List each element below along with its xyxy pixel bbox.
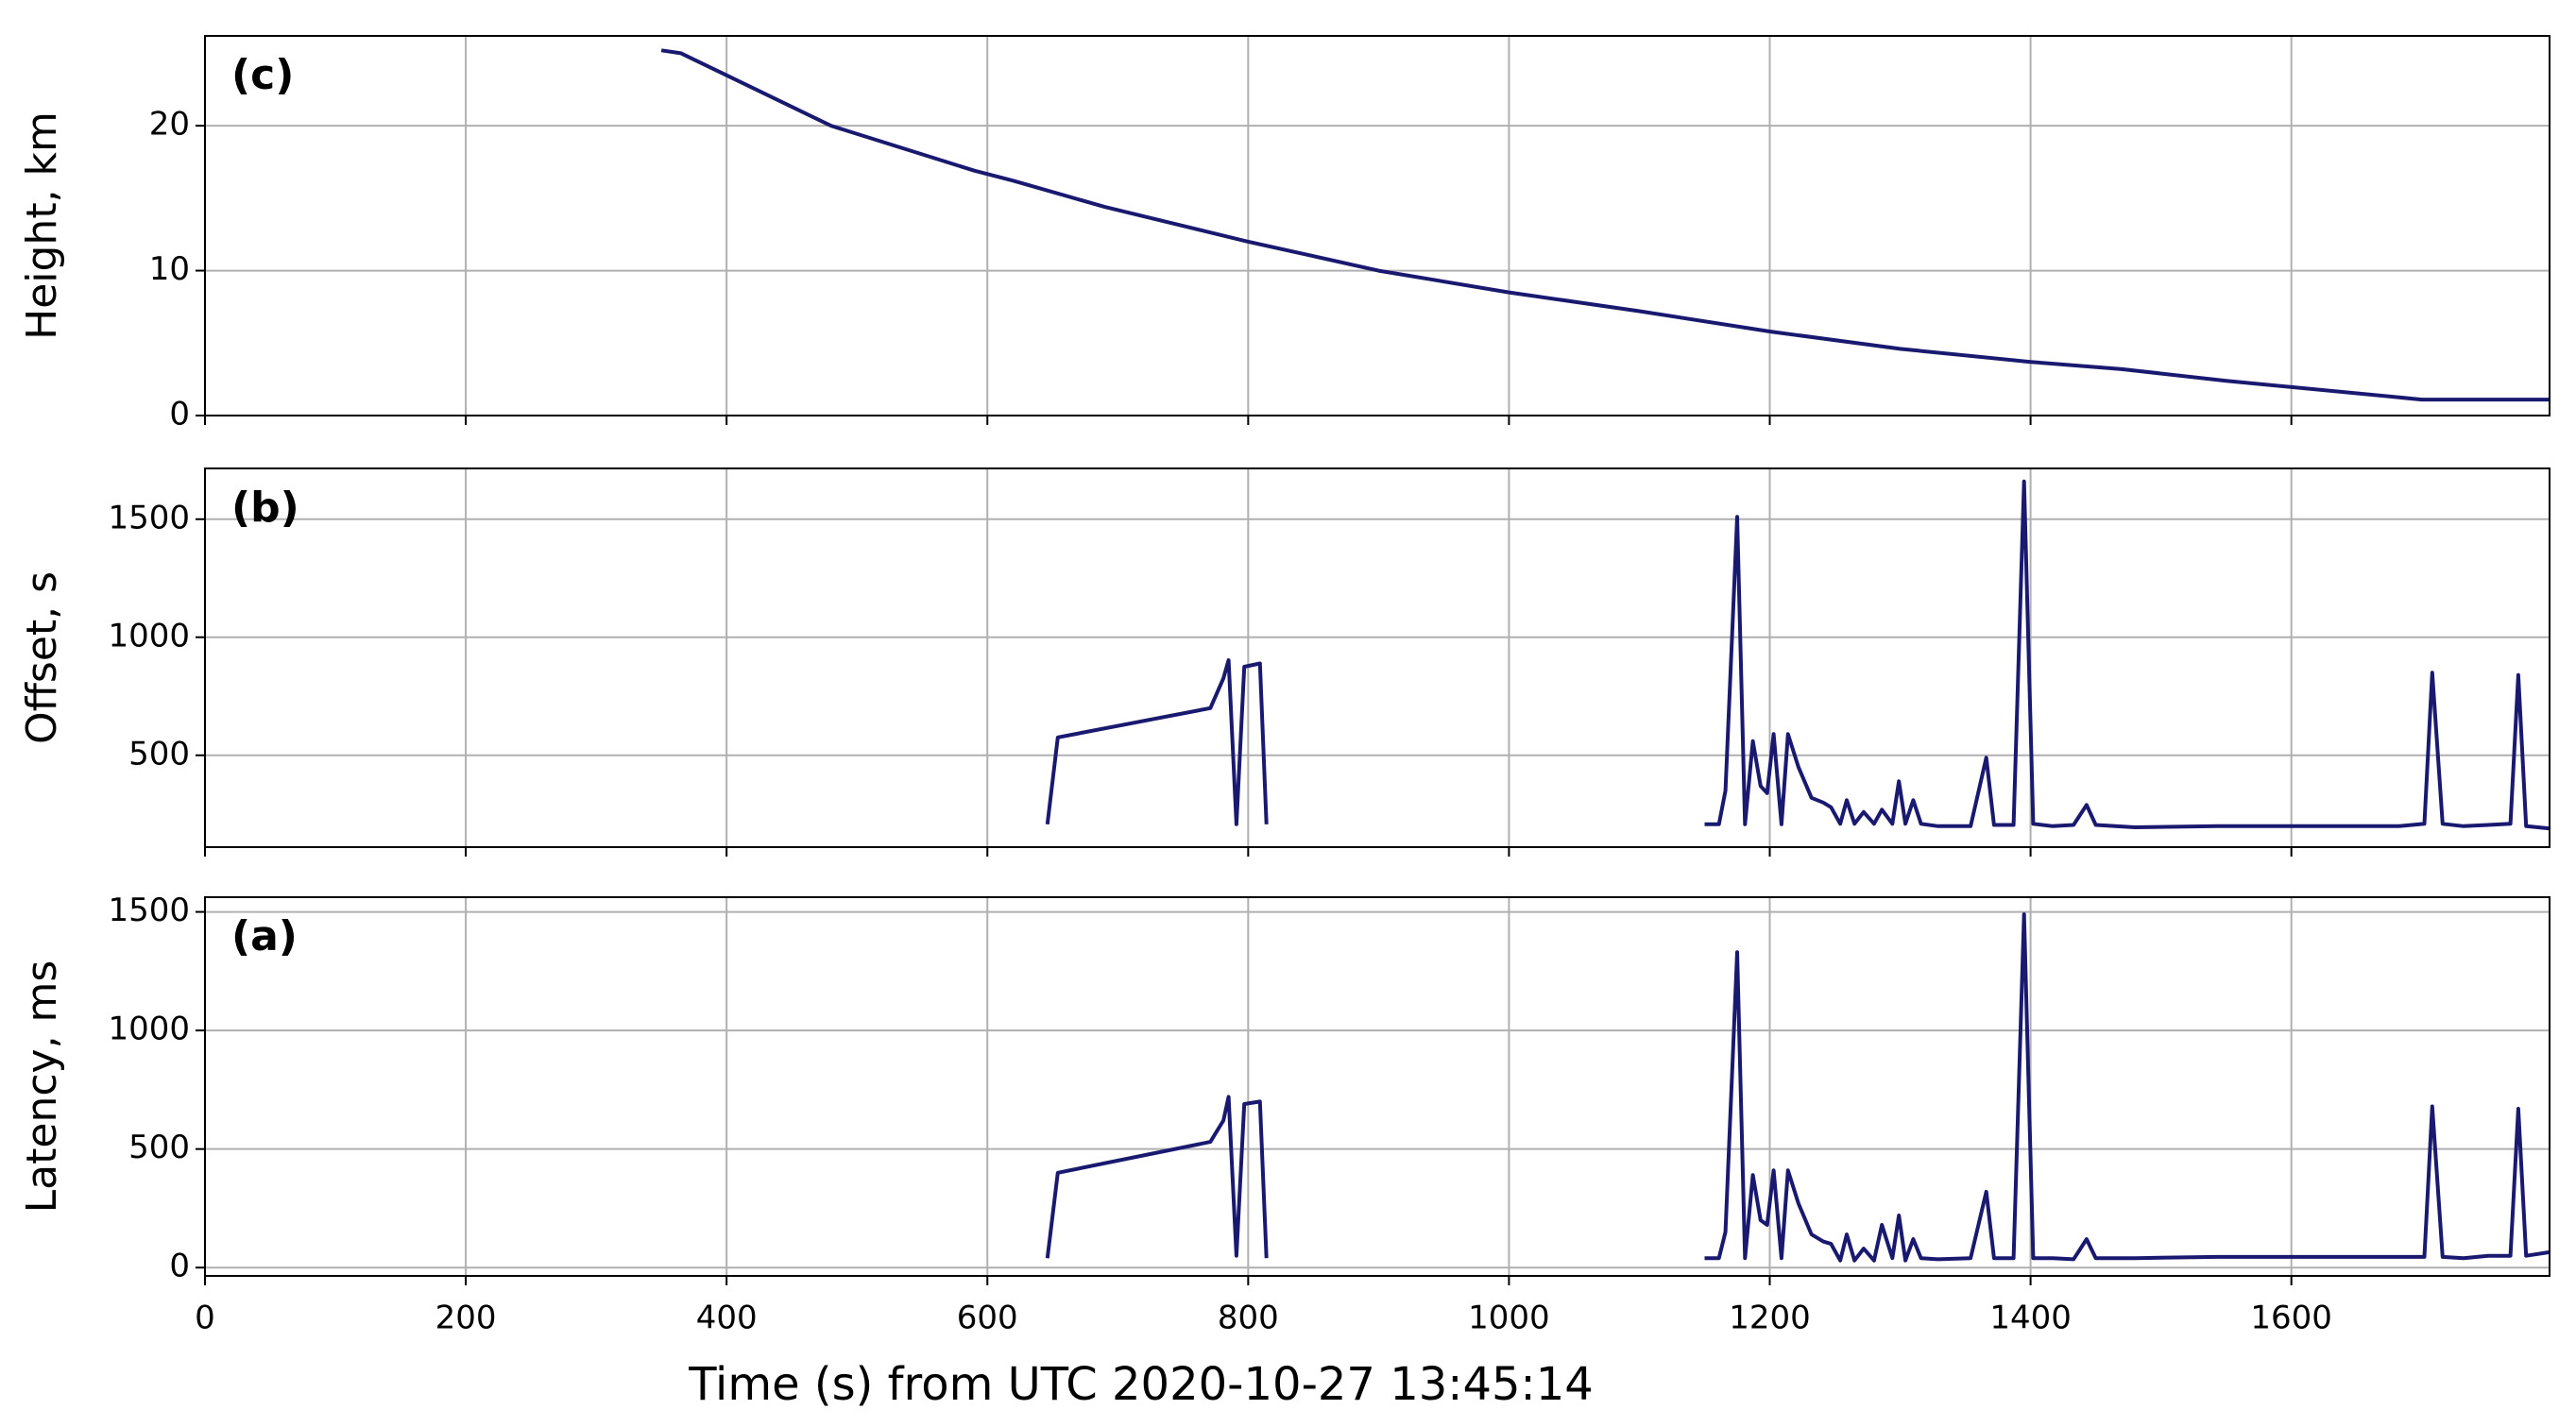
panel: 0 10 20 (c) Height, km [18, 35, 2550, 433]
panel-label: (b) [231, 484, 299, 532]
y-tick-label: 1000 [108, 617, 190, 654]
panel: 500 1000 1500 (b) Offset, s [18, 467, 2550, 857]
y-tick-label: 0 [169, 1248, 190, 1285]
y-tick-label: 1500 [108, 892, 190, 929]
x-axis-label: Time (s) from UTC 2020-10-27 13:45:14 [688, 1358, 1594, 1411]
y-axis-label: Offset, s [18, 571, 66, 744]
data-line [1045, 912, 2550, 1263]
plot-frame [204, 896, 2550, 1277]
panel-label: (a) [231, 912, 298, 960]
y-tick-label: 1500 [108, 499, 190, 536]
y-tick-label: 1000 [108, 1011, 190, 1048]
data-line [1045, 479, 2550, 831]
y-tick-label: 20 [149, 106, 190, 144]
y-axis-label: Latency, ms [18, 960, 66, 1214]
x-tick-label: 200 [435, 1300, 497, 1337]
panel: 0 200 400 600 800 1000 1200 1400 1600 0 500 1000 150… [18, 892, 2550, 1411]
panel-label: (c) [231, 51, 294, 99]
x-tick-label: 800 [1218, 1300, 1279, 1337]
data-line [660, 48, 2550, 402]
x-tick-label: 400 [696, 1300, 758, 1337]
y-tick-label: 0 [169, 396, 190, 433]
x-tick-label: 1600 [2250, 1300, 2332, 1337]
x-tick-label: 600 [957, 1300, 1018, 1337]
x-tick-label: 1000 [1468, 1300, 1550, 1337]
x-tick-label: 0 [195, 1300, 215, 1337]
y-tick-label: 10 [149, 250, 190, 288]
y-axis-label: Height, km [18, 111, 66, 340]
y-tick-label: 500 [128, 1129, 190, 1166]
plot-frame [204, 467, 2550, 848]
x-tick-label: 1200 [1729, 1300, 1811, 1337]
x-tick-label: 1400 [1989, 1300, 2072, 1337]
plot-frame [204, 35, 2550, 416]
y-tick-label: 500 [128, 735, 190, 773]
